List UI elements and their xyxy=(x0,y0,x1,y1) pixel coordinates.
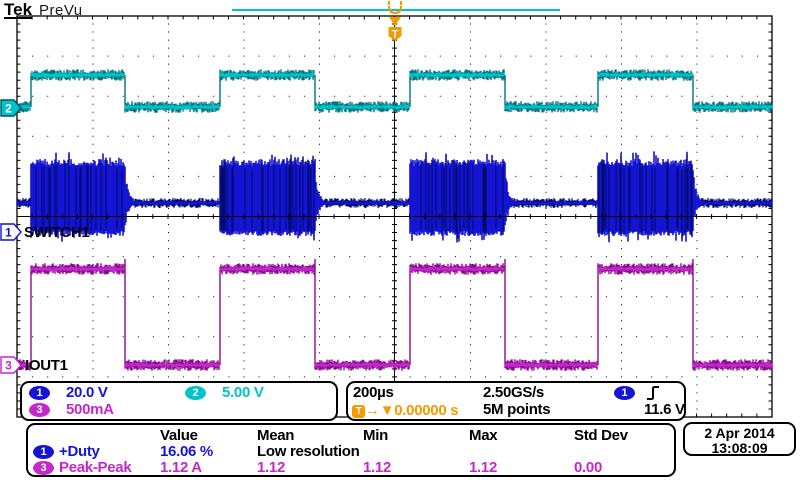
trigger-delay-value: 0.00000 s xyxy=(394,402,459,419)
trigger-source-badge: 1 xyxy=(614,386,635,400)
ch2-badge: 2 xyxy=(185,386,206,400)
meas1-value: 16.06 % xyxy=(160,443,213,460)
trigger-record-position-icon xyxy=(387,1,403,15)
channel-3-marker-number: 3 xyxy=(5,359,12,373)
ch3-scale: 500mA xyxy=(66,401,114,418)
meas-header-stddev: Std Dev xyxy=(574,427,628,444)
ch1-trace-burst-striations xyxy=(35,154,693,240)
trigger-delay-readout: T →▼0.00000 s xyxy=(352,402,459,419)
date-label: 2 Apr 2014 xyxy=(704,425,775,441)
ch1-trace-label: SWITCH1 xyxy=(24,224,90,241)
meas2-name: Peak-Peak xyxy=(59,459,132,476)
trigger-level: 11.6 V xyxy=(644,401,685,418)
rising-edge-icon xyxy=(647,386,659,400)
channel-2-marker-number: 2 xyxy=(5,102,12,116)
meas1-mean: Low resolution xyxy=(257,443,360,460)
meas2-value: 1.12 A xyxy=(160,459,202,476)
sample-rate: 2.50GS/s xyxy=(483,384,544,401)
trigger-flag-letter: T xyxy=(392,29,399,41)
timebase-trigger-box: 200µs 2.50GS/s 1 T →▼0.00000 s 5M points … xyxy=(346,381,686,421)
tek-logo: Tek xyxy=(4,0,33,19)
ch1-badge: 1 xyxy=(29,386,50,400)
meas-header-mean: Mean xyxy=(257,427,295,444)
meas1-source-badge: 1 xyxy=(33,445,54,459)
channel-1-marker-number: 1 xyxy=(5,226,12,240)
meas2-max: 1.12 xyxy=(469,459,497,476)
meas-header-value: Value xyxy=(160,427,198,444)
meas-header-max: Max xyxy=(469,427,498,444)
datetime-box: 2 Apr 2014 13:08:09 xyxy=(683,422,796,456)
meas1-name: +Duty xyxy=(59,443,100,460)
meas2-mean: 1.12 xyxy=(257,459,285,476)
trigger-arrow-icon xyxy=(389,17,401,26)
timebase-value: 200µs xyxy=(353,384,394,401)
meas-header-min: Min xyxy=(363,427,388,444)
ch1-trace-baseline xyxy=(16,200,773,206)
ch1-scale: 20.0 V xyxy=(66,384,108,401)
graticule-center-hticks xyxy=(31,214,758,219)
time-label: 13:08:09 xyxy=(711,440,768,456)
channel-2-position-marker xyxy=(0,99,22,117)
channel-3-position-marker xyxy=(0,356,22,374)
ch1-trace-burst xyxy=(30,151,702,243)
meas2-min: 1.12 xyxy=(363,459,391,476)
meas2-stddev: 0.00 xyxy=(574,459,602,476)
measurements-box: Value Mean Min Max Std Dev 1 +Duty 16.06… xyxy=(26,423,676,477)
meas2-source-badge: 3 xyxy=(33,461,54,475)
ch3-trace-label: IOUT1 xyxy=(25,357,68,374)
acquisition-mode-label: PreVu xyxy=(39,2,83,19)
marker-down-icon: ▼ xyxy=(379,402,395,419)
channel-1-position-marker xyxy=(0,223,22,241)
ch3-badge: 3 xyxy=(29,403,50,417)
channel-scales-box: 1 20.0 V 2 5.00 V 3 500mA xyxy=(20,381,338,421)
trigger-flag-icon xyxy=(388,27,402,41)
record-length: 5M points xyxy=(483,401,551,418)
ch2-scale: 5.00 V xyxy=(222,384,264,401)
graticule-edge-ticks xyxy=(17,16,772,418)
trigger-t-icon: T xyxy=(352,405,365,418)
arrow-right-icon: → xyxy=(365,402,380,419)
